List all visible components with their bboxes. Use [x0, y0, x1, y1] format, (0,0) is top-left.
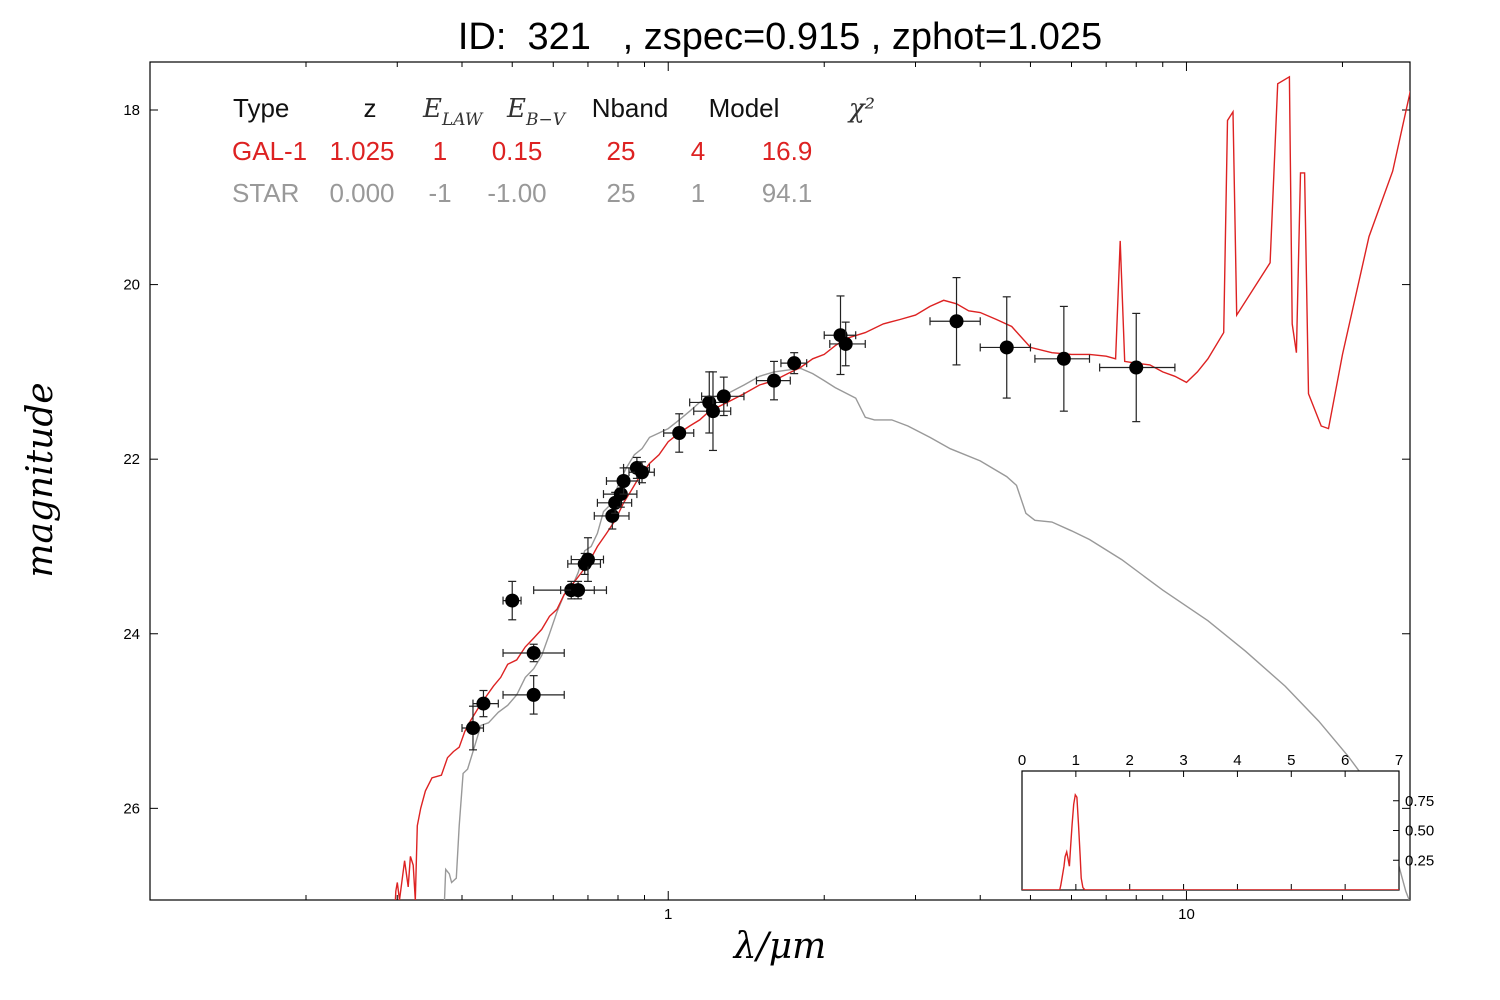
- x-axis-label: λ/μm: [732, 926, 826, 967]
- inset-x-tick-label: 4: [1233, 752, 1241, 769]
- data-point: [560, 580, 595, 600]
- inset-x-tick-label: 1: [1072, 752, 1080, 769]
- y-tick-label: 18: [123, 102, 140, 119]
- data-point: [502, 643, 565, 663]
- row-z: 0.000: [329, 178, 394, 208]
- point-marker: [999, 340, 1014, 355]
- point-marker: [672, 425, 687, 440]
- redshift-pdf-inset: 0 1 2 3 4 5 6 7 0.25 0.50 0.75: [1018, 752, 1434, 891]
- point-marker: [705, 404, 720, 419]
- data-point: [502, 675, 565, 715]
- row-type: GAL-1: [232, 136, 307, 166]
- row-ebv: 0.15: [492, 136, 543, 166]
- x-axis: 1 10: [149, 62, 1343, 923]
- point-marker: [716, 389, 731, 404]
- table-header-elaw: ELAW: [422, 94, 484, 130]
- point-marker: [465, 721, 480, 736]
- data-point: [755, 360, 791, 401]
- row-nband: 25: [607, 178, 636, 208]
- point-marker: [838, 336, 853, 351]
- row-elaw: -1: [428, 178, 451, 208]
- table-row-star: STAR 0.000 -1 -1.00 25 1 94.1: [232, 178, 812, 208]
- point-marker: [767, 373, 782, 388]
- inset-y-tick-label: 0.25: [1405, 852, 1434, 869]
- row-model: 1: [691, 178, 705, 208]
- inset-x-tick-label: 5: [1287, 752, 1295, 769]
- row-elaw: 1: [433, 136, 447, 166]
- table-header-nband: Nband: [592, 93, 669, 123]
- row-chi2: 16.9: [762, 136, 813, 166]
- data-point: [1099, 312, 1176, 423]
- fit-table: Type z ELAW EB−V Nband Model χ² GAL-1 1.…: [232, 93, 875, 208]
- row-chi2: 94.1: [762, 178, 813, 208]
- chart-title: ID: 321 , zspec=0.915 , zphot=1.025: [457, 16, 1103, 58]
- point-marker: [526, 645, 541, 660]
- row-ebv: -1.00: [487, 178, 546, 208]
- table-header-chi2: χ²: [847, 94, 875, 124]
- galaxy-model-line: [394, 75, 1410, 900]
- point-marker: [635, 465, 650, 480]
- inset-x-tick-label: 6: [1341, 752, 1349, 769]
- x-tick-label: 1: [664, 906, 672, 923]
- inset-pdf-line: [1022, 792, 1399, 890]
- y-tick-label: 20: [123, 277, 140, 294]
- x-tick-label: 10: [1178, 906, 1195, 923]
- inset-y-tick-label: 0.50: [1405, 823, 1434, 840]
- y-tick-label: 22: [123, 451, 140, 468]
- inset-x-tick-label: 0: [1018, 752, 1026, 769]
- point-marker: [1129, 360, 1144, 375]
- row-z: 1.025: [329, 136, 394, 166]
- inset-x-tick-label: 7: [1395, 752, 1403, 769]
- y-tick-label: 24: [123, 626, 140, 643]
- data-point: [693, 371, 732, 452]
- data-point: [979, 296, 1032, 399]
- inset-x-tick-label: 2: [1126, 752, 1134, 769]
- data-point: [570, 537, 605, 582]
- inset-x-tick-label: 3: [1179, 752, 1187, 769]
- data-point: [829, 321, 866, 367]
- inset-axes: 0 1 2 3 4 5 6 7 0.25 0.50 0.75: [1018, 752, 1434, 890]
- point-marker: [1056, 351, 1071, 366]
- y-axis-label: magnitude: [20, 382, 61, 577]
- table-row-galaxy: GAL-1 1.025 1 0.15 25 4 16.9: [232, 136, 812, 166]
- data-point: [780, 352, 808, 375]
- table-header-type: Type: [233, 93, 289, 123]
- row-type: STAR: [232, 178, 299, 208]
- data-point: [929, 277, 981, 366]
- data-point: [701, 376, 745, 417]
- data-point: [461, 705, 485, 751]
- photometry-points: [461, 277, 1176, 751]
- point-marker: [580, 552, 595, 567]
- table-header-model: Model: [709, 93, 780, 123]
- point-marker: [571, 583, 586, 598]
- inset-frame: [1021, 770, 1400, 891]
- point-marker: [949, 314, 964, 329]
- row-model: 4: [691, 136, 705, 166]
- table-header-z: z: [364, 93, 377, 123]
- point-marker: [526, 687, 541, 702]
- data-point: [472, 689, 499, 718]
- data-point: [823, 295, 857, 376]
- plot-frame: [149, 61, 1411, 901]
- data-point: [1034, 305, 1091, 412]
- point-marker: [787, 356, 802, 371]
- point-marker: [476, 696, 491, 711]
- data-point: [628, 461, 655, 484]
- row-nband: 25: [607, 136, 636, 166]
- data-point: [502, 580, 522, 621]
- point-marker: [605, 508, 620, 523]
- point-marker: [616, 474, 631, 488]
- point-marker: [505, 593, 520, 608]
- inset-y-tick-label: 0.75: [1405, 793, 1434, 810]
- y-tick-label: 26: [123, 800, 140, 817]
- table-header-ebv: EB−V: [506, 94, 567, 130]
- data-point: [663, 413, 695, 453]
